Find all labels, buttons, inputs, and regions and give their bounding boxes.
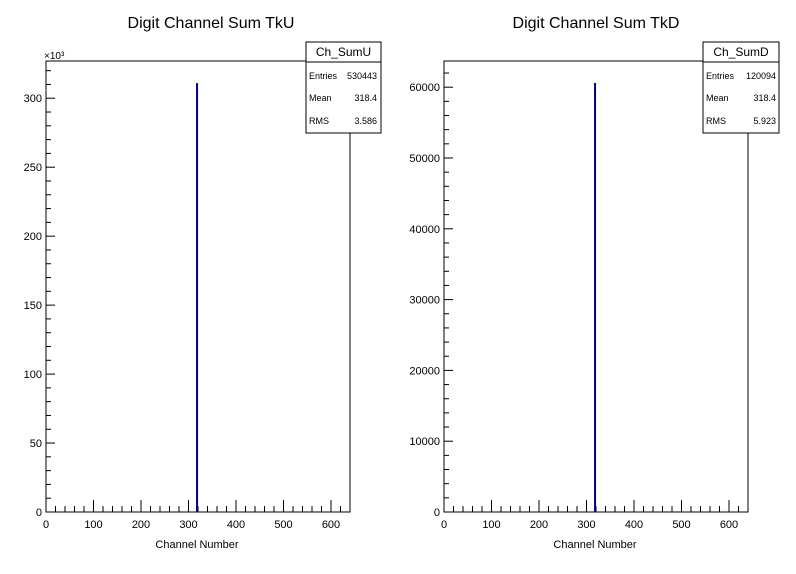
stats-box: Ch_SumU Entries 530443 Mean 318.4 RMS 3.… — [305, 41, 382, 134]
chart-title: Digit Channel Sum TkU — [128, 15, 295, 32]
y-tick-label: 50000 — [409, 153, 440, 165]
x-tick-label: 300 — [179, 519, 197, 531]
stats-mean-value: 318.4 — [354, 93, 377, 103]
stats-box-frame — [702, 41, 780, 134]
y-tick-label: 30000 — [409, 295, 440, 307]
y-tick-label: 0 — [36, 507, 42, 519]
x-tick-label: 600 — [720, 519, 738, 531]
y-tick-label: 60000 — [409, 82, 440, 94]
pad-tkd: Digit Channel Sum TkD 0 100 200 300 400 500 60… — [409, 15, 780, 551]
stats-entries-value: 530443 — [347, 71, 377, 81]
stats-name: Ch_SumU — [316, 45, 371, 59]
x-tick-label: 400 — [625, 519, 643, 531]
x-axis: 0 100 200 300 400 500 600 — [441, 500, 749, 531]
y-tick-label: 300 — [24, 93, 42, 105]
x-tick-label: 0 — [43, 519, 49, 531]
x-axis-label: Channel Number — [155, 539, 238, 551]
x-axis: 0 100 200 300 400 500 600 — [43, 500, 351, 531]
stats-box: Ch_SumD Entries 120094 Mean 318.4 RMS 5.… — [702, 41, 780, 134]
y-tick-label: 0 — [434, 507, 440, 519]
stats-entries-label: Entries — [706, 71, 735, 81]
stats-rms-value: 3.586 — [354, 116, 377, 126]
x-tick-label: 200 — [530, 519, 548, 531]
stats-name: Ch_SumD — [713, 45, 769, 59]
stats-rms-value: 5.923 — [753, 116, 776, 126]
x-tick-label: 500 — [274, 519, 292, 531]
y-tick-label: 10000 — [409, 436, 440, 448]
stats-entries-value: 120094 — [746, 71, 776, 81]
x-tick-label: 100 — [84, 519, 102, 531]
x-tick-label: 400 — [227, 519, 245, 531]
chart-title: Digit Channel Sum TkD — [513, 15, 680, 32]
y-multiplier-label: ×10³ — [44, 51, 65, 62]
stats-mean-label: Mean — [706, 93, 729, 103]
stats-rms-label: RMS — [309, 116, 329, 126]
stats-entries-label: Entries — [309, 71, 338, 81]
x-tick-label: 100 — [482, 519, 500, 531]
y-tick-label: 100 — [24, 369, 42, 381]
y-tick-label: 40000 — [409, 224, 440, 236]
pad-tku: Digit Channel Sum TkU ×10³ 0 100 200 300 400… — [24, 15, 382, 551]
stats-box-frame — [305, 41, 382, 134]
x-tick-label: 200 — [132, 519, 150, 531]
stats-mean-label: Mean — [309, 93, 332, 103]
y-tick-label: 50 — [30, 438, 42, 450]
y-tick-label: 250 — [24, 162, 42, 174]
stats-mean-value: 318.4 — [753, 93, 776, 103]
x-axis-label: Channel Number — [553, 539, 636, 551]
x-tick-label: 600 — [322, 519, 340, 531]
y-axis: 0 10000 20000 30000 40000 50000 60000 — [409, 72, 453, 519]
y-tick-label: 150 — [24, 300, 42, 312]
stats-rms-label: RMS — [706, 116, 726, 126]
y-axis: 0 50 100 150 200 250 300 — [24, 70, 55, 519]
y-tick-label: 20000 — [409, 365, 440, 377]
x-tick-label: 500 — [672, 519, 690, 531]
x-tick-label: 0 — [441, 519, 447, 531]
x-tick-label: 300 — [577, 519, 595, 531]
y-tick-label: 200 — [24, 231, 42, 243]
